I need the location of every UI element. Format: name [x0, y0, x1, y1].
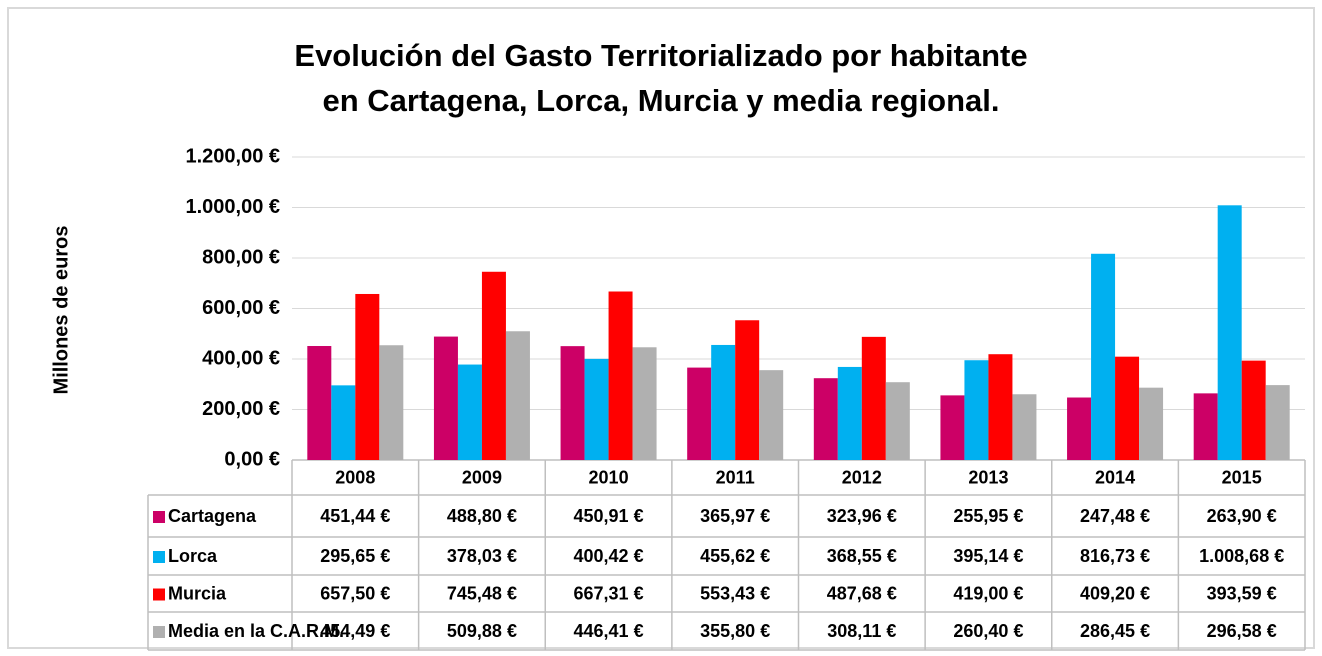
- bar: [988, 354, 1013, 460]
- chart-title: en Cartagena, Lorca, Murcia y media regi…: [322, 83, 999, 118]
- table-value: 419,00 €: [953, 583, 1023, 603]
- table-value: 260,40 €: [953, 621, 1023, 641]
- y-tick-label: 0,00 €: [224, 448, 280, 470]
- y-tick-label: 800,00 €: [202, 246, 280, 268]
- table-value: 454,49 €: [320, 621, 390, 641]
- legend-key: [153, 551, 165, 563]
- bar: [307, 346, 332, 460]
- bar: [940, 395, 965, 460]
- table-value: 263,90 €: [1207, 506, 1277, 526]
- table-value: 368,55 €: [827, 546, 897, 566]
- bar: [608, 291, 633, 460]
- x-tick-label: 2012: [842, 467, 882, 487]
- bar: [1265, 385, 1290, 460]
- y-tick-label: 1.000,00 €: [185, 196, 280, 218]
- bar: [964, 360, 989, 460]
- table-value: 1.008,68 €: [1199, 546, 1284, 566]
- table-value: 400,42 €: [574, 546, 644, 566]
- bar: [861, 336, 886, 460]
- table-value: 296,58 €: [1207, 621, 1277, 641]
- table-value: 395,14 €: [953, 546, 1023, 566]
- bar: [457, 364, 482, 460]
- bar: [1091, 253, 1116, 460]
- table-value: 488,80 €: [447, 506, 517, 526]
- table-value: 409,20 €: [1080, 583, 1150, 603]
- table-value: 308,11 €: [827, 621, 896, 641]
- table-value: 365,97 €: [700, 506, 770, 526]
- x-tick-label: 2009: [462, 467, 502, 487]
- table-value: 553,43 €: [700, 583, 770, 603]
- table-value: 247,48 €: [1080, 506, 1150, 526]
- table-value: 295,65 €: [320, 546, 390, 566]
- bar: [1067, 397, 1092, 460]
- table-value: 446,41 €: [574, 621, 644, 641]
- bar: [813, 378, 838, 460]
- table-value: 450,91 €: [574, 506, 644, 526]
- bar: [505, 331, 530, 460]
- legend-key: [153, 626, 165, 638]
- table-value: 451,44 €: [320, 506, 390, 526]
- table-value: 487,68 €: [827, 583, 897, 603]
- table-value: 455,62 €: [700, 546, 770, 566]
- table-value: 378,03 €: [447, 546, 517, 566]
- bar: [632, 347, 657, 460]
- legend-label: Media en la C.A.R.M.: [168, 621, 344, 641]
- bar: [1115, 356, 1140, 460]
- x-tick-label: 2013: [968, 467, 1008, 487]
- x-tick-label: 2011: [716, 467, 755, 487]
- x-tick-label: 2010: [589, 467, 629, 487]
- table-value: 255,95 €: [953, 506, 1023, 526]
- bar: [584, 358, 609, 460]
- x-tick-label: 2008: [335, 467, 375, 487]
- chart-title: Evolución del Gasto Territorializado por…: [294, 38, 1027, 73]
- bar: [687, 367, 712, 460]
- table-value: 816,73 €: [1080, 546, 1150, 566]
- bar: [837, 366, 862, 460]
- legend-label: Cartagena: [168, 506, 257, 526]
- bar: [1217, 205, 1242, 460]
- y-axis-title: Millones de euros: [50, 226, 72, 395]
- legend-label: Murcia: [168, 583, 227, 603]
- table-value: 323,96 €: [827, 506, 897, 526]
- table-value: 657,50 €: [320, 583, 390, 603]
- bar: [759, 370, 784, 460]
- legend-label: Lorca: [168, 546, 218, 566]
- bar: [481, 271, 506, 460]
- y-tick-label: 600,00 €: [202, 297, 280, 319]
- bar: [331, 385, 356, 460]
- table-value: 393,59 €: [1207, 583, 1277, 603]
- table-value: 286,45 €: [1080, 621, 1150, 641]
- legend-key: [153, 511, 165, 523]
- y-tick-label: 400,00 €: [202, 347, 280, 369]
- bar: [1012, 394, 1037, 460]
- table-value: 355,80 €: [700, 621, 770, 641]
- bar: [1139, 387, 1164, 460]
- table-value: 509,88 €: [447, 621, 517, 641]
- bar: [355, 293, 380, 460]
- table-value: 667,31 €: [574, 583, 644, 603]
- legend-key: [153, 588, 165, 601]
- bar: [1193, 393, 1218, 460]
- x-tick-label: 2015: [1222, 467, 1262, 487]
- bar: [735, 320, 760, 460]
- y-tick-label: 1.200,00 €: [185, 145, 280, 167]
- bar: [560, 346, 585, 460]
- bar: [1241, 360, 1266, 460]
- bar: [711, 344, 736, 460]
- bar: [379, 345, 404, 460]
- bar: [885, 382, 910, 460]
- x-tick-label: 2014: [1095, 467, 1135, 487]
- table-value: 745,48 €: [447, 583, 517, 603]
- y-tick-label: 200,00 €: [202, 398, 280, 420]
- bar: [433, 336, 458, 460]
